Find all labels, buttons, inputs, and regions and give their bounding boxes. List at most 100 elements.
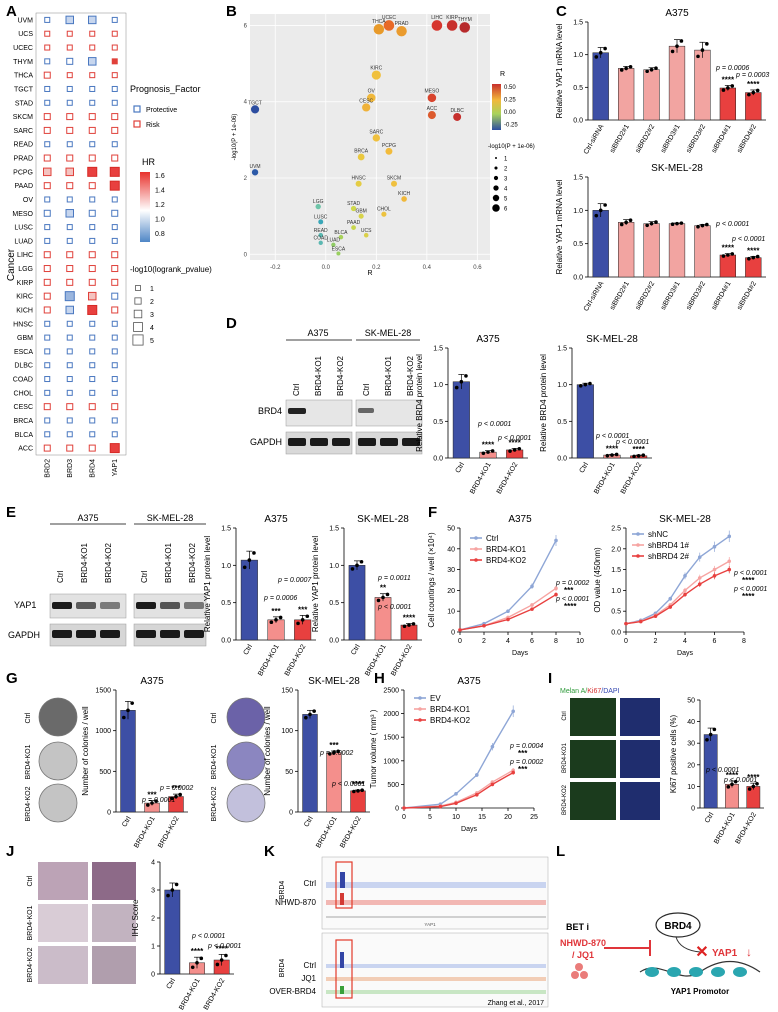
- p-value-label: p < 0.0001: [733, 586, 767, 593]
- y-tick-label: 20: [447, 588, 455, 595]
- blot-band: [358, 408, 374, 413]
- lane-label: BRD4-KO1: [164, 542, 173, 583]
- y-tick-label: 1.0: [557, 382, 567, 389]
- hr-square: [89, 417, 96, 424]
- x-tick-label: -0.2: [270, 265, 281, 271]
- hr-square: [66, 72, 73, 79]
- cancer-point: [383, 20, 395, 31]
- track-label: JQ1: [301, 974, 316, 983]
- hr-square: [43, 403, 51, 411]
- protective-key-label: Protective: [146, 107, 177, 114]
- data-point: [352, 789, 356, 794]
- x-tick-label: siBRD2#2: [634, 123, 656, 154]
- data-point: [308, 712, 312, 717]
- data-point: [747, 256, 751, 261]
- nucleosome: [667, 967, 681, 977]
- nucleosome: [733, 967, 747, 977]
- lane-label: BRD4-KO1: [384, 355, 393, 396]
- plate-row-label: BRD4-KO2: [25, 786, 32, 821]
- data-point: [721, 88, 726, 92]
- chart-title: SK-MEL-28: [651, 163, 703, 174]
- cancer-point-label: UVM: [249, 164, 260, 170]
- r-legend-title: R: [500, 71, 505, 78]
- panel-k-letter: K: [264, 843, 275, 860]
- blot-band: [380, 438, 398, 446]
- significance-stars: **: [380, 584, 387, 593]
- data-point: [150, 801, 154, 805]
- chart-title: SK-MEL-28: [308, 676, 360, 687]
- panel-e-western-blot: A375 SK-MEL-28 Ctrl BRD4-KO1 BRD4-KO2 Ctrl BRD…: [8, 513, 207, 647]
- track-peak: [340, 872, 345, 888]
- panel-b-gridlines: [250, 14, 490, 260]
- x-tick-label: siBRD4#2: [736, 123, 758, 154]
- panel-f-chart-skmel28: SK-MEL-28 0 2 4 6 8 0.0 0.5 1.0 1.5 2.0 2.5 Days OD v…: [593, 514, 767, 657]
- data-point: [486, 450, 490, 454]
- x-tick-label: BRD4-KO2: [734, 811, 758, 845]
- size-legend-label: 3: [504, 177, 508, 183]
- x-tick-label: Ctrl-siRNA: [583, 123, 606, 155]
- x-tick-label: BRD4-KO2: [339, 815, 363, 849]
- hr-square: [66, 376, 73, 383]
- data-point: [242, 565, 247, 570]
- cancer-point-label: TGCT: [248, 100, 262, 106]
- data-point: [755, 254, 760, 259]
- hr-square: [66, 224, 73, 231]
- hr-square: [111, 85, 118, 92]
- data-point: [654, 220, 658, 224]
- y-tick-label: 4: [151, 860, 155, 867]
- series-point: [624, 621, 628, 626]
- data-point: [705, 222, 709, 227]
- track-group-label: BRD4: [279, 959, 286, 978]
- chart-title: A375: [665, 8, 689, 19]
- data-point: [269, 620, 274, 625]
- y-tick-label: 6: [244, 23, 248, 29]
- data-point: [381, 595, 385, 600]
- y-tick-label: 1.5: [557, 346, 567, 353]
- significance-stars: ****: [632, 445, 645, 454]
- hr-square: [66, 334, 73, 341]
- x-tick-label: 6: [713, 638, 717, 645]
- x-tick-label: siBRD2#1: [609, 123, 631, 154]
- hr-square: [87, 166, 98, 177]
- hr-square: [44, 44, 51, 51]
- data-point: [199, 956, 204, 961]
- x-tick-label: 0: [402, 814, 406, 821]
- series-line: [459, 587, 557, 631]
- bar: [592, 52, 609, 121]
- significance-stars: ****: [482, 441, 495, 450]
- x-tick-label: 15: [478, 814, 486, 821]
- drug-molecule: [571, 971, 579, 979]
- p-value-label: p < 0.0001: [477, 421, 511, 428]
- hr-square: [43, 71, 51, 79]
- cancer-point: [350, 205, 357, 212]
- panel-j-letter: J: [6, 843, 14, 860]
- panel-e-chart-a375: A375 0.0 0.5 1.0 1.5 Relative YAP1 protein le…: [203, 514, 316, 677]
- cancer-label: LUAD: [14, 238, 33, 245]
- p-value-label: p = 0.0001: [141, 797, 175, 804]
- x-tick-label: Ctrl: [303, 815, 315, 828]
- cancer-point-label: PCPG: [382, 143, 396, 149]
- pvalue-legend-label: 3: [150, 312, 154, 319]
- data-point: [755, 88, 760, 93]
- data-point: [708, 732, 713, 737]
- cancer-label: LIHC: [17, 252, 33, 259]
- blot-band: [52, 602, 72, 609]
- panel-i-fluorescence-images: Ctrl BRD4-KO1 BRD4-KO2: [562, 698, 660, 820]
- hr-tick-label: 1.0: [155, 217, 165, 224]
- legend-label: shBRD4 2#: [648, 552, 689, 561]
- data-point: [278, 615, 283, 620]
- cancer-label: CHOL: [14, 390, 34, 397]
- cancer-point: [363, 232, 369, 238]
- stain-ki67: Ki67: [587, 688, 601, 695]
- data-point: [376, 598, 381, 603]
- hr-square: [88, 265, 96, 273]
- significance-stars: ****: [606, 444, 619, 453]
- data-point: [645, 69, 649, 74]
- x-tick-label: 4: [506, 638, 510, 645]
- size-legend-dot: [493, 175, 499, 181]
- legend-marker: [474, 558, 478, 562]
- cancer-point-label: STAD: [347, 201, 360, 207]
- cancer-point-label: HNSC: [352, 176, 367, 182]
